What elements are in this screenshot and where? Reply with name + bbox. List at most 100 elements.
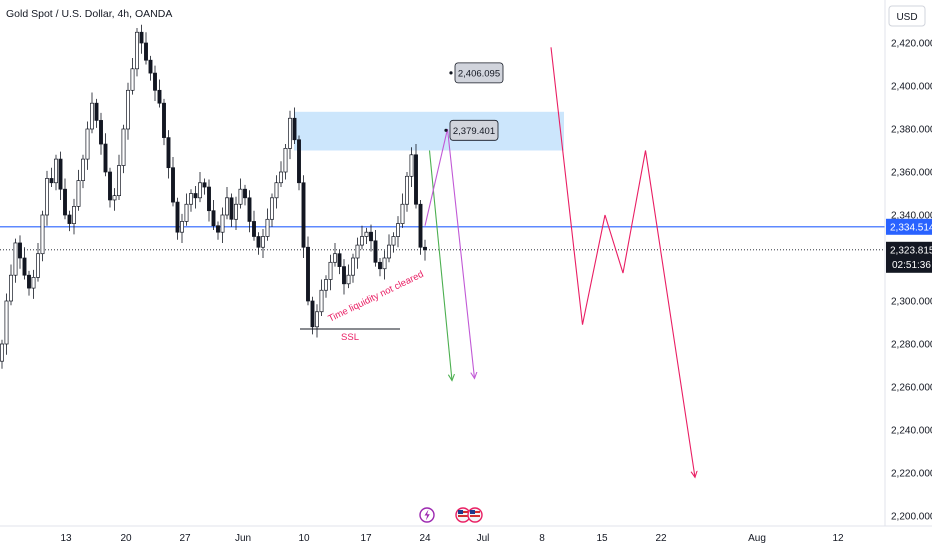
candle xyxy=(126,82,130,140)
time-tick: 27 xyxy=(179,533,191,544)
candle xyxy=(171,156,175,207)
candle xyxy=(135,27,139,77)
candle xyxy=(342,259,346,295)
price-tick: 2,240.000 xyxy=(891,426,932,437)
time-tick: 8 xyxy=(539,533,545,544)
candle xyxy=(292,107,297,145)
price-tick: 2,340.000 xyxy=(891,211,932,222)
candle xyxy=(85,121,90,170)
candle xyxy=(279,161,283,188)
price-tick: 2,360.000 xyxy=(891,168,932,179)
candle xyxy=(58,151,63,200)
candle xyxy=(153,65,157,102)
candle xyxy=(202,178,207,195)
time-tick: Jun xyxy=(235,533,251,544)
candle xyxy=(13,238,18,283)
candle xyxy=(40,210,45,262)
candle xyxy=(211,199,216,231)
candle xyxy=(18,235,22,269)
target-label[interactable]: 2,379.401 xyxy=(444,119,499,141)
time-axis[interactable]: 13 20 27 Jun 10 17 24 Jul 8 15 22 Aug 12 xyxy=(60,533,844,544)
candle xyxy=(103,133,108,177)
candle xyxy=(0,339,4,369)
us-flag-event-icon-2[interactable] xyxy=(467,507,483,523)
last-price-tag xyxy=(886,241,932,273)
projection-path-violet[interactable] xyxy=(424,128,475,378)
candle xyxy=(180,213,184,243)
candle xyxy=(400,193,405,228)
candle xyxy=(63,178,67,220)
earnings-lightning-icon[interactable] xyxy=(419,507,435,523)
projection-path-pink[interactable] xyxy=(550,47,695,477)
candle xyxy=(76,169,81,211)
candle xyxy=(36,242,40,282)
time-tick: 15 xyxy=(596,533,608,544)
time-tick: 20 xyxy=(120,533,132,544)
horizontal-lines xyxy=(0,226,885,251)
candle xyxy=(216,221,220,240)
candle xyxy=(198,172,202,203)
candle xyxy=(328,254,333,291)
projection-paths xyxy=(424,47,695,477)
chart-title: Gold Spot / U.S. Dollar, 4h, OANDA xyxy=(6,8,172,20)
supply-zone[interactable] xyxy=(294,111,564,151)
candle xyxy=(265,208,270,241)
candle xyxy=(243,184,247,206)
candle xyxy=(175,197,180,240)
candle xyxy=(315,304,319,338)
time-tick: 13 xyxy=(60,533,72,544)
candle xyxy=(67,210,72,232)
time-tick: 24 xyxy=(419,533,431,544)
price-tick: 2,280.000 xyxy=(891,340,932,351)
price-tick: 2,380.000 xyxy=(891,125,932,136)
candle xyxy=(360,225,364,250)
time-tick: 22 xyxy=(655,533,667,544)
candle xyxy=(72,198,76,235)
candle xyxy=(369,224,373,252)
candle xyxy=(162,98,166,146)
candle xyxy=(378,258,382,277)
candle xyxy=(99,112,103,155)
candle xyxy=(333,242,337,267)
candle xyxy=(193,185,198,209)
time-tick: Jul xyxy=(477,533,490,544)
candle xyxy=(247,190,252,233)
time-tick: 12 xyxy=(832,533,844,544)
candle xyxy=(220,207,225,243)
candle xyxy=(409,147,414,188)
level-price-text: 2,334.514 xyxy=(890,222,932,233)
candle xyxy=(189,189,193,212)
time-tick: 17 xyxy=(360,533,372,544)
liquidity-annotation: Time liquidity not cleared xyxy=(326,269,425,325)
candle xyxy=(364,227,369,245)
currency-button[interactable]: USD xyxy=(888,5,926,27)
price-tick: 2,420.000 xyxy=(891,39,932,50)
candle xyxy=(382,250,387,280)
candle xyxy=(337,249,342,275)
projection-path-green[interactable] xyxy=(428,150,453,381)
level-price-tag xyxy=(886,218,932,235)
candle xyxy=(9,264,13,306)
candle xyxy=(166,130,171,179)
price-tick: 2,200.000 xyxy=(891,512,932,523)
candle xyxy=(49,167,54,188)
price-tick: 2,260.000 xyxy=(891,383,932,394)
candle xyxy=(121,124,126,174)
candle xyxy=(90,92,94,134)
price-axis[interactable]: 2,420.000 2,400.000 2,380.000 2,360.000 2,34… xyxy=(886,39,932,523)
candle xyxy=(4,293,9,355)
candle xyxy=(310,296,315,335)
target-label[interactable]: 2,406.095 xyxy=(449,62,504,84)
candle xyxy=(45,170,49,226)
candle xyxy=(418,199,423,255)
candle xyxy=(157,79,162,108)
target-value: 2,379.401 xyxy=(453,126,495,137)
candle xyxy=(288,110,292,160)
candle xyxy=(117,154,121,200)
candle xyxy=(414,144,418,209)
candle xyxy=(391,232,396,253)
candle xyxy=(306,236,310,306)
candle xyxy=(274,175,279,209)
candle xyxy=(234,196,238,231)
